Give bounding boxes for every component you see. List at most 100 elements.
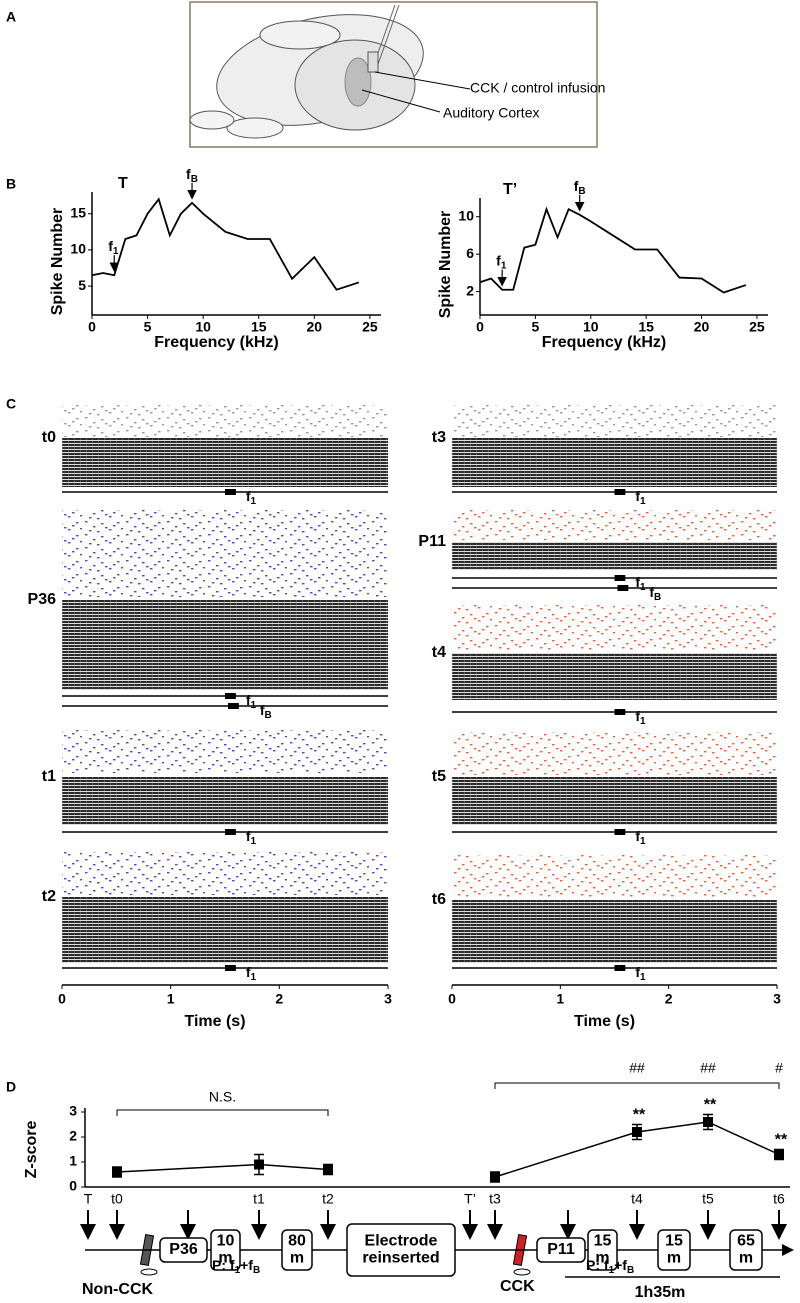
raster-spont — [62, 777, 388, 825]
bracket — [494, 1082, 780, 1089]
x-tick-label: t5 — [702, 1191, 714, 1207]
raster-label: t2 — [42, 888, 56, 905]
y-tick-label: 10 — [458, 207, 474, 223]
subscript: 1 — [640, 582, 646, 593]
y-tick-label: 6 — [466, 245, 474, 261]
stimulus-label: f1 — [635, 488, 646, 507]
subscript: B — [654, 592, 661, 603]
x-tick-label: 2 — [665, 991, 673, 1007]
significance-label: ## — [700, 1060, 716, 1076]
stimulus-label: f1 — [635, 708, 646, 727]
panel-a: CCK / control infusion Auditory Cortex — [189, 1, 605, 148]
stimulus-label: fB — [649, 584, 661, 603]
x-tick-label: 1 — [556, 991, 564, 1007]
raster-trials — [452, 732, 777, 775]
x-axis-label: Time (s) — [184, 1013, 245, 1030]
stimulus-bar — [225, 965, 236, 971]
significance-label: ## — [629, 1060, 645, 1076]
chart-title: T’ — [503, 181, 517, 198]
syringe-icon — [512, 1233, 531, 1276]
timeline-box-label: m — [218, 1250, 232, 1267]
raster-label: t1 — [42, 768, 56, 785]
x-tick-label: 20 — [307, 319, 323, 335]
data-point — [703, 1117, 713, 1127]
timeline-box-label: P36 — [169, 1241, 198, 1258]
significance-label: ** — [704, 1097, 717, 1114]
x-tick-label: 15 — [638, 319, 654, 335]
x-tick-label: t1 — [253, 1191, 265, 1207]
y-tick-label: 2 — [69, 1128, 77, 1144]
pointer — [361, 89, 441, 113]
stimulus-label: f1 — [246, 692, 257, 711]
timeline-box — [346, 1223, 456, 1277]
timeline-box-label: reinserted — [362, 1250, 439, 1267]
y-tick-label: 5 — [78, 277, 86, 293]
text-part: f — [635, 828, 640, 844]
stimulus-bar — [225, 489, 236, 495]
data-line — [479, 206, 747, 294]
x-tick-label: 0 — [476, 319, 484, 335]
text-part: f — [496, 252, 501, 268]
x-tick-label: 20 — [694, 319, 710, 335]
annotation-label: f1 — [496, 252, 507, 271]
timeline-box — [210, 1229, 241, 1271]
pairing-label: P: f1+fB — [586, 1257, 634, 1276]
x-axis-label: Frequency (kHz) — [542, 334, 666, 351]
stimulus-label: f1 — [635, 964, 646, 983]
x-tick-label: 0 — [58, 991, 66, 1007]
x-tick-label: 10 — [583, 319, 599, 335]
raster-spont — [452, 438, 777, 487]
timeline-marker: T’ — [464, 1191, 476, 1207]
timeline-box-label: m — [595, 1250, 609, 1267]
stimulus-label: f1 — [635, 828, 646, 847]
timeline-marker: T — [84, 1191, 93, 1207]
text-part: P: f — [212, 1257, 235, 1273]
y-tick-label: 3 — [69, 1103, 77, 1119]
raster-spont — [62, 897, 388, 963]
text-part: +f — [240, 1257, 253, 1273]
panel-label: D — [6, 1079, 16, 1095]
y-axis-label: Spike Number — [437, 211, 454, 319]
bracket — [116, 1109, 329, 1116]
pointer — [374, 71, 471, 90]
text-part: f — [635, 488, 640, 504]
stimulus-label: f1 — [246, 964, 257, 983]
subscript: B — [627, 1265, 634, 1276]
stimulus-bar — [617, 585, 629, 591]
subscript: 1 — [251, 700, 257, 711]
x-tick-label: 0 — [88, 319, 96, 335]
x-tick-label: 10 — [195, 319, 211, 335]
stimulus-bar — [225, 693, 236, 699]
subscript: 1 — [113, 246, 119, 257]
x-tick-label: 3 — [384, 991, 392, 1007]
text-part: f — [260, 702, 265, 718]
subscript: B — [578, 185, 585, 196]
group-label: CCK — [500, 1278, 535, 1295]
annotation-label: fB — [574, 178, 586, 197]
data-line — [91, 197, 360, 291]
panel-label: B — [6, 176, 16, 192]
stimulus-bar — [614, 965, 626, 971]
raster-label: t5 — [432, 768, 446, 785]
x-tick-label: t0 — [111, 1191, 123, 1207]
timeline-box-label: 10 — [217, 1233, 235, 1250]
subscript: 1 — [235, 1265, 241, 1276]
raster-label: P11 — [418, 533, 446, 550]
x-tick-label: 25 — [749, 319, 765, 335]
subscript: 1 — [251, 972, 257, 983]
data-point — [254, 1159, 264, 1170]
subscript: 1 — [640, 716, 646, 727]
raster-trials — [62, 510, 388, 597]
timeline-box — [657, 1229, 691, 1271]
text-part: f — [574, 178, 579, 194]
subscript: 1 — [640, 972, 646, 983]
text-part: f — [246, 692, 251, 708]
y-axis-label: Spike Number — [49, 208, 66, 316]
x-tick-label: t2 — [322, 1191, 334, 1207]
x-tick-label: 15 — [251, 319, 267, 335]
timeline-box-label: P11 — [547, 1241, 575, 1258]
raster-trials — [452, 605, 777, 650]
subscript: 1 — [501, 260, 507, 271]
significance-label: ** — [775, 1132, 788, 1149]
timeline-box — [159, 1237, 208, 1263]
